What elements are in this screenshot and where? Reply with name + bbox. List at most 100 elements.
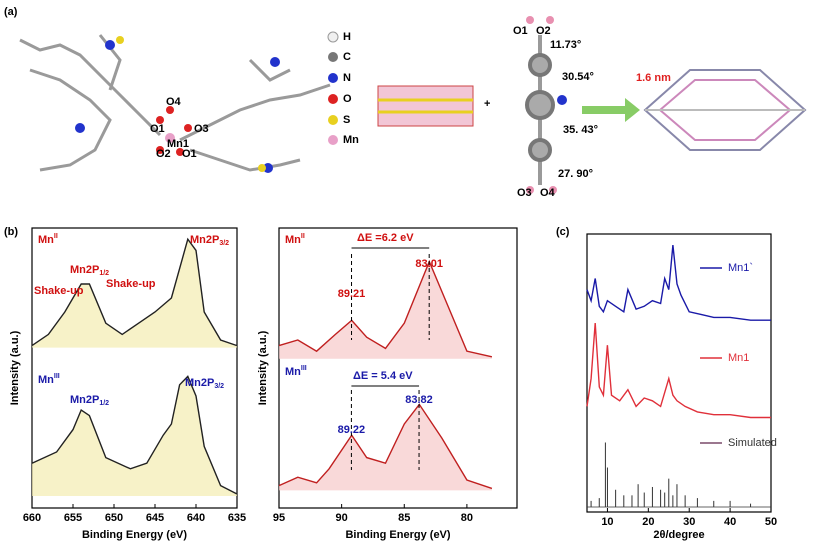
spectrum-line [586,322,771,419]
arrow [582,98,640,122]
peak-area [279,261,492,359]
atom-legend-spheres [327,31,339,145]
atom-label: O3 [194,123,209,135]
annotation: Mn2P3/2 [185,377,224,390]
x-tick-label: 90 [336,512,348,524]
annotation-sup: II [301,233,305,240]
annotation: Mn2P1/2 [70,394,109,407]
legend-label: Mn1` [728,262,753,274]
atom-label: O1 [182,148,197,160]
panel-label: (a) [4,6,18,18]
ligand-label: O2 [536,25,551,37]
annotation-sup: III [301,365,307,372]
y-axis-label: Intensity (a.u.) [9,330,21,405]
ligand-label: 11.73° [550,39,581,51]
peak-area [32,376,237,496]
annotation-text: Mn [38,234,54,246]
x-tick-label: 95 [273,512,285,524]
annotation-text: Shake-up [106,278,156,290]
annotation: Mn2P3/2 [190,234,229,247]
annotation-text: Shake-up [34,285,84,297]
x-axis-label: 2θ/degree [653,529,704,541]
crystal-rod [377,85,474,127]
annotation: MnIII [285,365,307,378]
ligand-label: O1 [513,25,528,37]
plot-frame [586,233,772,513]
plus-sign: + [484,98,490,110]
atom-label: O4 [166,96,182,108]
ligand-label: 35. 43° [563,124,598,136]
spectrum-line [586,245,771,321]
y-axis-label: Intensity (a.u.) [257,330,269,405]
legend-label: Simulated [728,437,777,449]
annotation-sub: 3/2 [214,383,224,390]
annotation-sup: III [54,373,60,380]
annotation-sub: 3/2 [219,240,229,247]
peak-area [32,239,237,348]
annotation-text: Mn2P [70,264,99,276]
panel-label: (b) [4,226,18,238]
ligand [525,35,555,185]
atom-label: O1 [150,123,165,135]
spectrum-line [31,237,238,347]
peak-label: 83.82 [405,394,433,406]
x-axis-label: Binding Energy (eV) [82,529,187,541]
annotation-text: Mn [285,234,301,246]
spectrum-line [278,403,493,490]
annotation-text: Mn2P [70,394,99,406]
atom-label: O2 [156,148,171,160]
annotation-sub: 1/2 [99,400,109,407]
x-tick-label: 40 [724,516,736,528]
ligand-atoms [526,16,567,194]
x-tick-label: 30 [683,516,695,528]
x-axis-label: Binding Energy (eV) [345,529,450,541]
peak-label: 89.22 [338,424,366,436]
x-tick-label: 50 [765,516,777,528]
annotation: Mn2P1/2 [70,264,109,277]
plot-frame [278,227,518,509]
x-tick-label: 660 [23,512,41,524]
annotation: MnIII [38,373,60,386]
annotation: MnII [285,233,305,246]
atom-legend-label: H [343,31,351,43]
annotation: ΔE =6.2 eV [357,232,414,244]
x-tick-label: 85 [398,512,410,524]
x-tick-label: 650 [105,512,123,524]
atom-legend-label: S [343,114,350,126]
annotation: MnII [38,233,58,246]
ligand-label: 27. 90° [558,168,593,180]
annotation-text: Mn [38,374,54,386]
x-tick-label: 645 [146,512,164,524]
ligand-label: 30.54° [562,71,594,83]
annotation: ΔE = 5.4 eV [353,370,413,382]
atom-label: Mn1 [167,138,189,150]
x-tick-label: 20 [642,516,654,528]
peak-label: 83.01 [415,258,443,270]
atom-legend-label: O [343,93,352,105]
x-tick-label: 10 [601,516,613,528]
annotation: Shake-up [34,285,84,297]
legend-label: Mn1 [728,352,749,364]
atom-legend-label: C [343,51,351,63]
molecular-atoms [75,36,280,173]
annotation-sub: 1/2 [99,270,109,277]
x-tick-label: 80 [461,512,473,524]
panel-label: (c) [556,226,570,238]
x-tick-label: 635 [228,512,246,524]
spectrum-line [31,375,238,495]
pore-size: 1.6 nm [636,72,671,84]
atom-legend-label: Mn [343,134,359,146]
ligand-label: O3 [517,187,532,199]
x-tick-label: 640 [187,512,205,524]
spectrum-line [278,259,493,358]
x-tick-label: 655 [64,512,82,524]
annotation-text: ΔE = 5.4 eV [353,370,413,382]
plot-frame [31,227,238,509]
annotation-sup: II [54,233,58,240]
annotation-text: ΔE =6.2 eV [357,232,414,244]
annotation-text: Mn2P [190,234,219,246]
molecular-structure [19,34,331,172]
annotation-text: Mn [285,366,301,378]
atom-legend-label: N [343,72,351,84]
